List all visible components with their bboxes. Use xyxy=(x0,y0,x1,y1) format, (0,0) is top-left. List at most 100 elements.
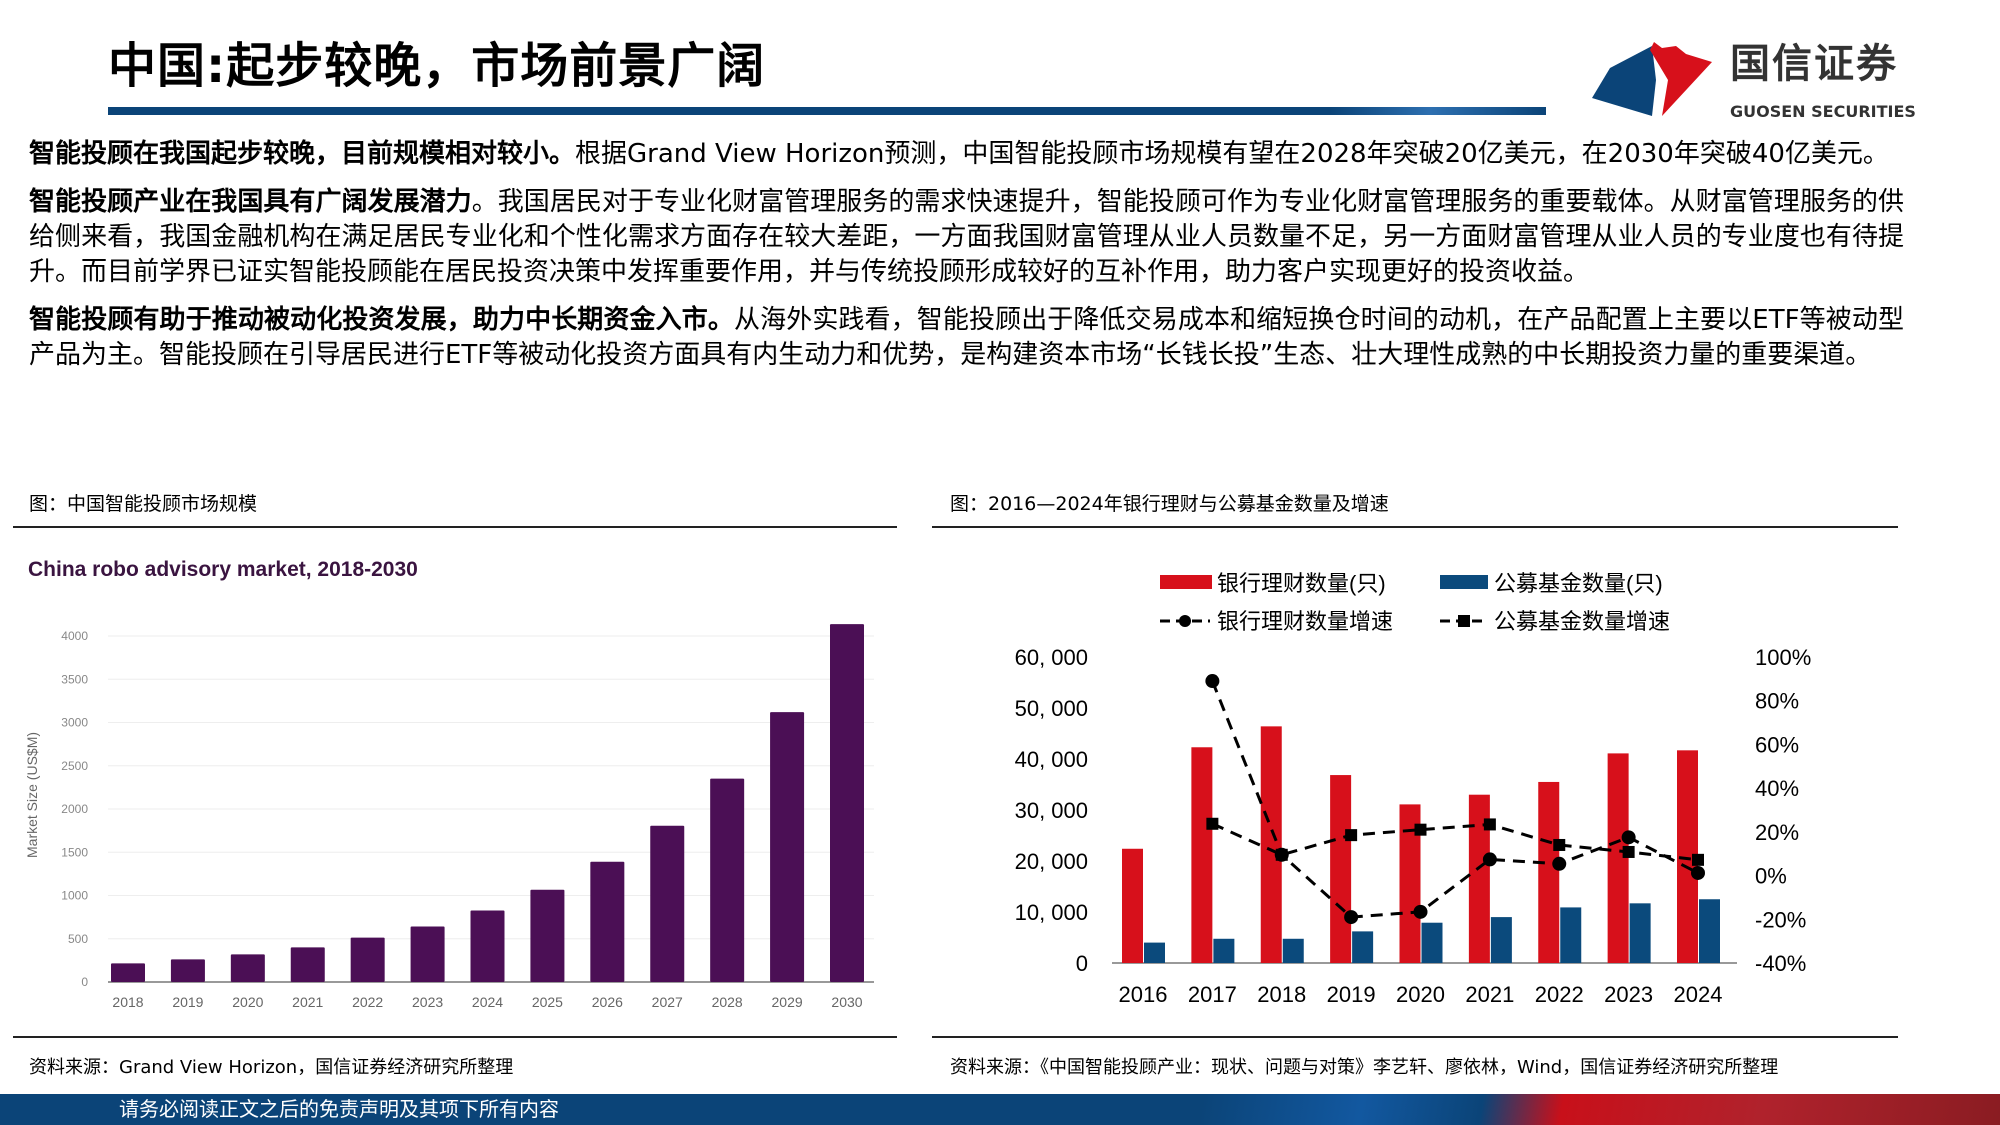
x-tick-label: 2027 xyxy=(652,994,683,1010)
y-tick-label: 0 xyxy=(81,975,88,989)
left-y-tick-label: 30, 000 xyxy=(1015,798,1088,823)
bar xyxy=(410,926,445,982)
legend-label: 公募基金数量(只) xyxy=(1494,571,1663,596)
bank-growth-point xyxy=(1344,910,1359,925)
bank-fund-chart: 0 10, 000 20, 000 30, 000 40, 000 50, 000 60, … xyxy=(1015,571,1812,1007)
divider xyxy=(13,1036,897,1038)
bank-growth-point xyxy=(1482,852,1497,867)
legend-marker-square xyxy=(1458,615,1470,627)
body-text: 智能投顾在我国起步较晚，目前规模相对较小。根据Grand View Horizo… xyxy=(29,137,1904,386)
bank-growth-point xyxy=(1621,830,1636,845)
bank-bar xyxy=(1607,753,1629,963)
y-tick-label: 2000 xyxy=(61,802,88,816)
x-tick-label: 2018 xyxy=(112,994,143,1010)
right-y-tick-label: 40% xyxy=(1755,776,1799,801)
paragraph-body: 。我国居民对于专业化财富管理服务的需求快速提升，智能投顾可作为专业化财富管理服务… xyxy=(29,187,1904,287)
bar xyxy=(530,889,565,982)
bank-growth-point xyxy=(1552,856,1567,871)
bank-bar xyxy=(1677,750,1698,963)
bar xyxy=(170,959,205,982)
bank-growth-point xyxy=(1205,674,1220,689)
fund-bar xyxy=(1629,903,1651,963)
title-underline xyxy=(108,107,1546,115)
x-tick-label: 2022 xyxy=(1535,982,1584,1007)
fund-bar xyxy=(1699,899,1720,963)
page-title: 中国:起步较晚，市场前景广阔 xyxy=(108,38,766,94)
divider xyxy=(932,526,1898,528)
bank-bar xyxy=(1191,747,1213,963)
fund-bar xyxy=(1282,938,1304,963)
right-y-tick-label: 20% xyxy=(1755,820,1799,845)
x-tick-label: 2019 xyxy=(1327,982,1376,1007)
right-y-tick-label: -40% xyxy=(1755,951,1806,976)
right-figure-source: 资料来源：《中国智能投顾产业：现状、问题与对策》李艺轩、廖依林，Wind，国信证… xyxy=(950,1057,1779,1078)
right-y-tick-label: -20% xyxy=(1755,907,1806,932)
fund-growth-point xyxy=(1206,817,1219,830)
divider xyxy=(932,1036,1898,1038)
logo-text-cn: 国信证券 xyxy=(1730,41,1898,87)
x-tick-label: 2028 xyxy=(712,994,743,1010)
bar xyxy=(770,712,805,982)
growth-line xyxy=(1211,822,1699,862)
guosen-logo: 国信证券 GUOSEN SECURITIES xyxy=(1590,40,1916,128)
x-tick-label: 2020 xyxy=(1396,982,1445,1007)
legend-marker-circle xyxy=(1179,615,1191,627)
legend-swatch-bank xyxy=(1160,575,1212,589)
x-tick-label: 2022 xyxy=(352,994,383,1010)
right-y-tick-label: 0% xyxy=(1755,864,1787,889)
right-figure-caption: 图：2016—2024年银行理财与公募基金数量及增速 xyxy=(950,493,1389,515)
left-y-tick-label: 60, 000 xyxy=(1015,645,1088,670)
bank-bar xyxy=(1122,848,1143,963)
bar xyxy=(111,963,145,982)
bank-bar xyxy=(1538,781,1560,963)
right-y-tick-label: 100% xyxy=(1755,645,1811,670)
x-tick-label: 2023 xyxy=(1604,982,1653,1007)
paragraph-2: 智能投顾产业在我国具有广阔发展潜力。我国居民对于专业化财富管理服务的需求快速提升… xyxy=(29,185,1904,290)
y-tick-label: 3000 xyxy=(61,716,88,730)
fund-bar xyxy=(1490,917,1512,963)
right-y-tick-label: 60% xyxy=(1755,732,1799,757)
bank-bar xyxy=(1330,775,1352,963)
fund-bar xyxy=(1213,938,1235,963)
bar xyxy=(830,624,864,982)
right-y-tick-label: 80% xyxy=(1755,689,1799,714)
fund-growth-point xyxy=(1692,853,1704,866)
footer-bar: 请务必阅读正文之后的免责声明及其项下所有内容 xyxy=(0,1094,2000,1125)
x-tick-label: 2025 xyxy=(532,994,563,1010)
x-tick-label: 2023 xyxy=(412,994,443,1010)
x-tick-label: 2019 xyxy=(172,994,203,1010)
left-y-tick-label: 20, 000 xyxy=(1015,849,1088,874)
y-tick-label: 2500 xyxy=(61,759,88,773)
logo-mark-icon xyxy=(1592,42,1712,116)
paragraph-body: 从海外实践看，智能投顾出于降低交易成本和缩短换仓时间的动机，在产品配置上主要以E… xyxy=(29,305,1904,370)
y-tick-label: 3500 xyxy=(61,672,88,686)
legend-label: 银行理财数量(只) xyxy=(1217,571,1386,596)
bar xyxy=(470,910,505,982)
fund-growth-point xyxy=(1483,818,1496,831)
legend-label: 银行理财数量增速 xyxy=(1217,609,1393,634)
y-tick-label: 1500 xyxy=(61,845,88,859)
bar xyxy=(290,947,325,982)
bar xyxy=(710,778,745,982)
paragraph-body: 根据Grand View Horizon预测，中国智能投顾市场规模有望在2028… xyxy=(575,139,1889,169)
left-y-tick-label: 40, 000 xyxy=(1015,747,1088,772)
fund-bar xyxy=(1421,922,1443,963)
bar xyxy=(230,954,265,982)
legend-swatch-fund xyxy=(1440,575,1488,589)
x-tick-label: 2021 xyxy=(1465,982,1514,1007)
fund-bar xyxy=(1352,931,1374,963)
bar xyxy=(350,937,385,982)
left-figure-caption: 图：中国智能投顾市场规模 xyxy=(29,493,258,515)
y-tick-label: 500 xyxy=(68,932,88,946)
growth-line xyxy=(1210,680,1699,919)
bank-growth-point xyxy=(1691,865,1705,880)
paragraph-lead: 智能投顾在我国起步较晚，目前规模相对较小。 xyxy=(29,139,576,169)
fund-growth-point xyxy=(1622,845,1635,858)
paragraph-lead: 智能投顾产业在我国具有广阔发展潜力 xyxy=(29,187,472,217)
left-y-tick-label: 50, 000 xyxy=(1015,696,1088,721)
x-tick-label: 2018 xyxy=(1257,982,1306,1007)
paragraph-3: 智能投顾有助于推动被动化投资发展，助力中长期资金入市。从海外实践看，智能投顾出于… xyxy=(29,303,1904,373)
left-y-tick-label: 10, 000 xyxy=(1015,900,1088,925)
fund-growth-point xyxy=(1414,823,1427,836)
